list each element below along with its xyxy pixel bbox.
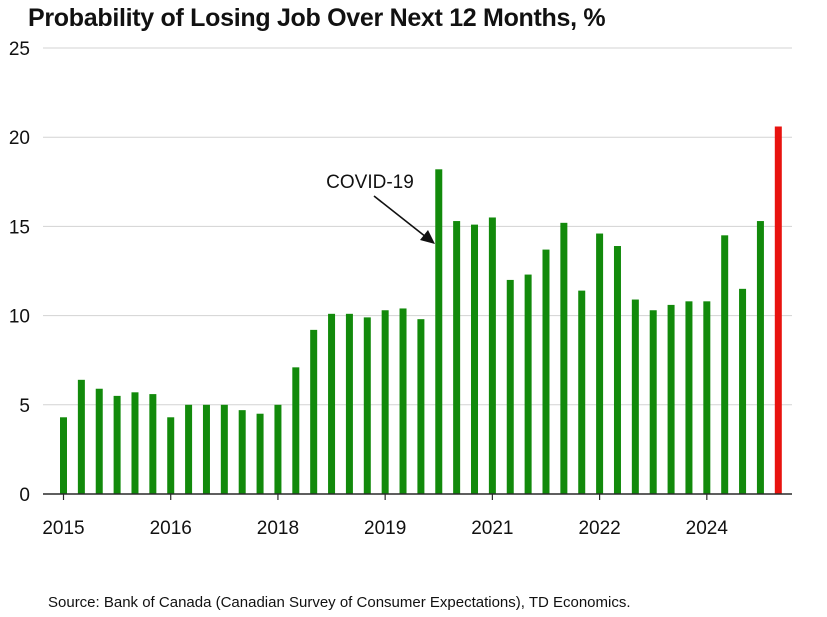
bar [131,392,139,494]
bar [274,404,282,494]
y-tick-label: 10 [9,307,30,328]
bar [739,288,747,494]
bar [613,246,621,494]
y-tick-label: 15 [9,217,30,238]
x-tick-label: 2022 [578,518,620,539]
bar [560,222,568,494]
bar [328,313,336,494]
y-tick-label: 5 [19,396,30,417]
y-tick-label: 25 [9,39,30,60]
x-tick-label: 2015 [42,518,84,539]
bar [506,279,514,494]
y-tick-label: 0 [19,485,30,506]
bar [60,417,67,494]
bar [721,235,729,494]
bar [113,395,121,494]
bar [345,313,353,494]
y-tick-label: 20 [9,128,30,149]
covid-annotation: COVID-19 [326,172,435,244]
bar [667,304,675,494]
bar [149,394,157,494]
bar [292,367,300,494]
bar [399,308,407,494]
x-tick-label: 2018 [257,518,299,539]
bar [542,249,550,494]
x-tick-label: 2024 [686,518,729,539]
annotation-arrow-line [373,195,427,238]
bar [220,404,228,494]
bar [524,274,532,494]
bar [202,404,210,494]
x-axis-ticks: 2015 2016 2018 2019 2021 2022 2024 [42,494,728,539]
bar [631,299,639,494]
bars [60,126,782,495]
gridlines [43,47,792,406]
chart-title: Probability of Losing Job Over Next 12 M… [28,4,606,32]
bar [703,301,711,494]
bar [685,301,693,494]
bar [435,169,443,494]
bar [756,221,764,495]
bar [578,290,586,494]
bar [77,379,85,494]
bar [363,317,371,494]
bar [256,413,264,494]
bar [310,329,318,494]
bar [417,319,425,494]
bar-latest [774,126,782,494]
source-note: Source: Bank of Canada (Canadian Survey … [48,594,631,611]
bar [596,233,604,495]
y-axis-ticks: 0 5 10 15 20 25 [9,39,30,506]
x-tick-label: 2021 [471,518,513,539]
bar [488,217,496,495]
bar [185,404,193,494]
bar [95,388,103,494]
bar [649,310,657,494]
bar [453,221,461,495]
x-tick-label: 2019 [364,518,406,539]
annotation-label: COVID-19 [326,172,414,193]
x-tick-label: 2016 [150,518,192,539]
bar [381,310,389,494]
bar [238,410,246,494]
bar [471,224,479,494]
bar [167,417,175,494]
annotation-arrow-head [420,230,435,244]
